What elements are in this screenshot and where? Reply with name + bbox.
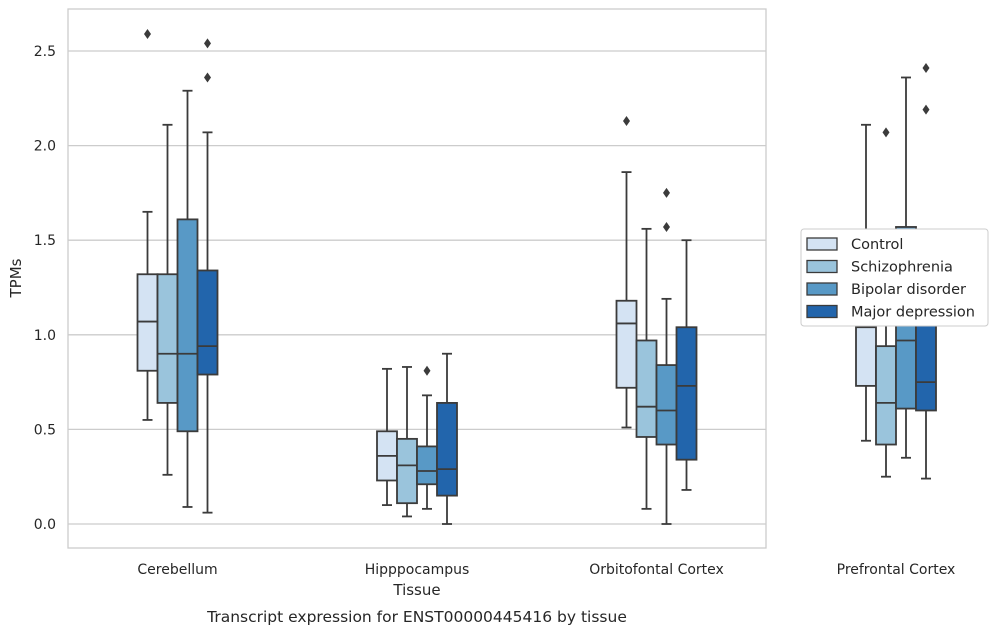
box-0-2 [615,116,638,429]
legend-swatch [806,259,838,274]
box-body [915,313,937,412]
outlier-point [204,38,211,49]
box-1-1 [396,366,418,518]
y-tick-label: 2.0 [34,139,56,155]
box-body [675,326,698,461]
figure-caption: Transcript expression for ENST0000044541… [206,608,627,626]
outlier-point [882,127,890,138]
box-body [136,273,159,372]
outlier-point [922,63,930,74]
box-body [615,299,638,389]
y-tick-labels: 0.0 0.5 1.0 1.5 2.0 2.5 [34,44,56,533]
x-tick-labels: Cerebellum Hipppocampus Orbitofontal Corte… [137,562,955,578]
box-body [196,269,219,376]
legend-label: Major depression [851,305,975,321]
legend-label: Schizophrenia [851,260,953,276]
box-3-1 [436,352,458,525]
boxes [136,28,937,525]
outlier-point [623,116,630,127]
legend-swatch [806,237,838,251]
box-body [176,218,199,433]
outlier-point [204,72,211,83]
legend-frame [800,228,989,327]
box-body [416,445,438,486]
x-tick-label: Cerebellum [137,562,217,578]
plot-frame [67,8,767,549]
legend-swatch [806,282,838,296]
outlier-point [663,221,670,232]
box-body [396,437,418,505]
x-tick-label: Prefrontal Cortex [837,562,956,578]
y-tick-label: 1.0 [34,328,56,344]
x-tick-label: Orbitofontal Cortex [589,562,724,578]
y-tick-label: 2.5 [34,44,56,60]
y-tick-label: 0.5 [34,422,56,438]
y-tick-label: 0.0 [34,517,56,533]
box-0-0 [136,28,159,421]
legend: Control Schizophrenia Bipolar disorder Majo… [800,228,989,327]
outlier-point [423,365,431,376]
box-3-2 [675,239,698,491]
x-tick-label: Hipppocampus [365,562,470,578]
box-body [436,402,458,497]
box-1-2 [635,227,658,510]
x-axis-label: Tissue [392,581,440,599]
outlier-point [922,104,930,115]
box-body [156,273,179,404]
box-body [655,364,678,446]
box-3-0 [196,38,219,514]
box-2-2 [655,187,678,525]
legend-label: Bipolar disorder [851,282,966,298]
legend-label: Control [851,237,903,253]
y-tick-label: 1.5 [34,233,56,249]
box-body [875,345,897,446]
outlier-point [663,187,670,198]
outlier-point [144,28,151,39]
legend-swatch [806,304,838,319]
y-axis-label: TPMs [7,258,25,298]
box-body [635,339,658,438]
